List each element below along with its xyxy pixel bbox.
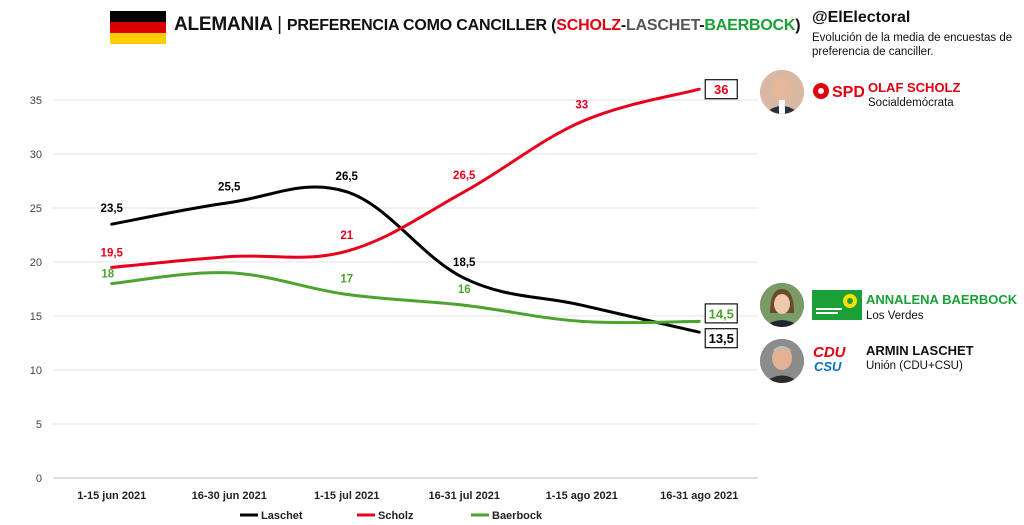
data-label-box bbox=[704, 79, 738, 100]
scholz-portrait-icon bbox=[760, 70, 804, 114]
baerbock-portrait-icon bbox=[760, 283, 804, 327]
y-tick-label: 35 bbox=[30, 95, 42, 107]
data-label: 17 bbox=[340, 273, 353, 285]
data-label: 26,5 bbox=[336, 171, 359, 183]
flag-stripe-gold bbox=[110, 33, 166, 44]
candidate-name-scholz: OLAF SCHOLZ bbox=[868, 80, 961, 95]
csu-logo-text: CSU bbox=[814, 359, 842, 373]
data-label: 26,5 bbox=[453, 170, 476, 182]
spd-logo-icon: SPD bbox=[812, 80, 865, 102]
series-line-laschet bbox=[110, 185, 701, 334]
y-tick-label: 15 bbox=[30, 311, 42, 323]
y-tick-label: 10 bbox=[30, 365, 42, 377]
title-name-baerbock: BAERBOCK bbox=[704, 17, 796, 34]
flag-stripe-red bbox=[110, 22, 166, 33]
data-label: 36 bbox=[714, 82, 728, 97]
series-line-scholz bbox=[110, 87, 701, 269]
flag-stripe-black bbox=[110, 11, 166, 22]
y-tick-label: 5 bbox=[36, 419, 42, 431]
data-label: 23,5 bbox=[101, 203, 124, 215]
data-label: 19,5 bbox=[101, 247, 124, 259]
data-label: 16 bbox=[458, 284, 471, 296]
candidate-party-laschet: Unión (CDU+CSU) bbox=[866, 360, 963, 372]
x-tick-label: 16-30 jun 2021 bbox=[192, 490, 267, 502]
legend-label: Baerbock bbox=[492, 510, 543, 522]
title-dash-1: - bbox=[620, 17, 626, 34]
legend-label: Laschet bbox=[261, 510, 303, 522]
x-tick-label: 16-31 jul 2021 bbox=[428, 490, 500, 502]
chart-title: ALEMANIA | PREFERENCIA COMO CANCILLER (S… bbox=[174, 14, 801, 36]
y-tick-label: 20 bbox=[30, 257, 42, 269]
candidate-party-baerbock: Los Verdes bbox=[866, 310, 924, 322]
title-country: ALEMANIA bbox=[174, 14, 272, 35]
title-name-scholz: SCHOLZ bbox=[556, 17, 621, 34]
data-label-box bbox=[704, 328, 738, 349]
germany-flag-icon bbox=[110, 11, 166, 44]
data-label: 21 bbox=[340, 230, 353, 242]
data-label: 13,5 bbox=[709, 331, 734, 346]
title-dash-2: - bbox=[699, 17, 705, 34]
gruene-logo-icon bbox=[812, 290, 862, 320]
title-name-laschet: LASCHET bbox=[626, 17, 700, 34]
data-label: 25,5 bbox=[218, 182, 241, 194]
title-separator: | bbox=[277, 14, 282, 35]
x-tick-label: 1-15 jun 2021 bbox=[77, 490, 146, 502]
candidate-name-baerbock: ANNALENA BAERBOCK bbox=[866, 292, 1018, 307]
candidate-party-scholz: Socialdemócrata bbox=[868, 97, 954, 109]
data-label: 33 bbox=[575, 100, 588, 112]
cdu-logo-text: CDU bbox=[813, 344, 847, 361]
data-label: 18,5 bbox=[453, 257, 476, 269]
cdu-csu-logo-icon: CDU CSU bbox=[812, 343, 862, 374]
y-tick-label: 0 bbox=[36, 473, 42, 485]
legend-label: Scholz bbox=[378, 510, 414, 522]
y-tick-label: 30 bbox=[30, 149, 42, 161]
series-line-baerbock bbox=[110, 271, 701, 325]
title-subtitle-suffix: ) bbox=[795, 17, 801, 34]
source-handle: @ElElectoral bbox=[812, 9, 911, 26]
data-label: 18 bbox=[101, 269, 114, 281]
laschet-portrait-icon bbox=[760, 339, 804, 383]
y-tick-label: 25 bbox=[30, 203, 42, 215]
x-tick-label: 1-15 jul 2021 bbox=[314, 490, 379, 502]
spd-logo-text: SPD bbox=[832, 84, 864, 101]
title-subtitle-prefix: PREFERENCIA COMO CANCILLER ( bbox=[286, 17, 557, 34]
candidate-name-laschet: ARMIN LASCHET bbox=[866, 343, 974, 358]
x-tick-label: 16-31 ago 2021 bbox=[660, 490, 738, 502]
data-label: 14,5 bbox=[709, 306, 734, 321]
source-description: Evolución de la media de encuestas de pr… bbox=[812, 32, 1013, 58]
x-tick-label: 1-15 ago 2021 bbox=[546, 490, 618, 502]
data-label-box bbox=[704, 303, 738, 324]
